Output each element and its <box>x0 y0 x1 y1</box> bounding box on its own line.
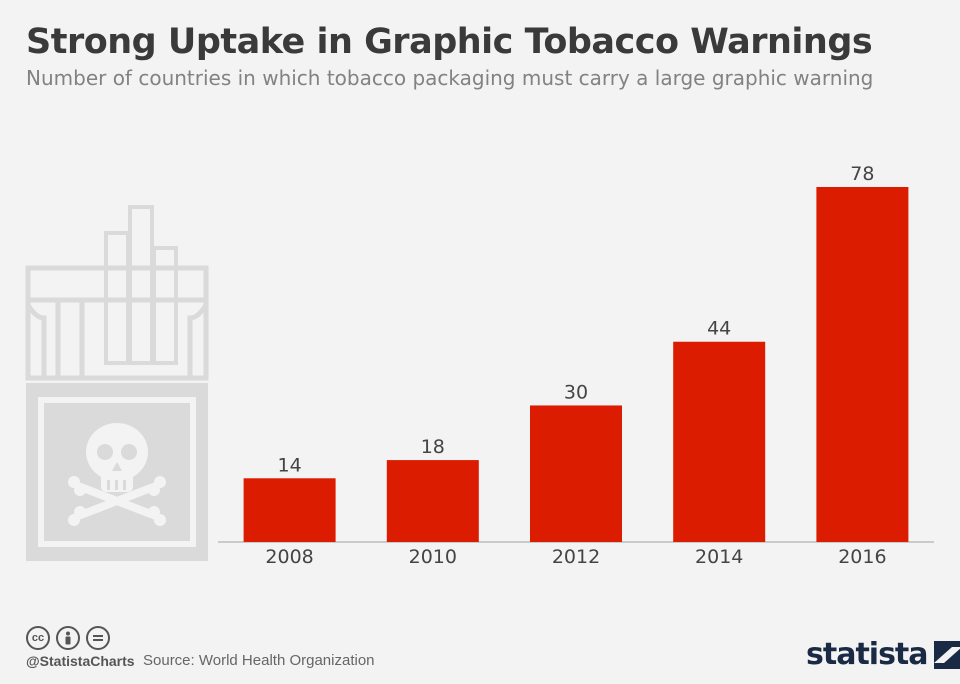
bar-2016 <box>816 187 909 542</box>
license-icons: cc <box>26 626 110 650</box>
source-note: Source: World Health Organization <box>143 652 375 669</box>
x-tick-label-2010: 2010 <box>409 546 457 568</box>
data-label-2016: 78 <box>850 163 874 185</box>
bar-2014 <box>673 341 766 542</box>
cc-icon: cc <box>26 626 50 650</box>
brand-name: statista <box>806 637 929 672</box>
cigarette-pack-with-skull-icon <box>25 205 209 561</box>
x-tick-label-2016: 2016 <box>838 546 886 568</box>
chart-subtitle: Number of countries in which tobacco pac… <box>26 66 874 90</box>
statista-logo[interactable]: statista <box>806 637 960 672</box>
statista-handle[interactable]: @StatistaCharts <box>26 653 135 669</box>
chart-title: Strong Uptake in Graphic Tobacco Warning… <box>26 22 873 62</box>
bar-2012 <box>530 405 622 542</box>
data-label-2014: 44 <box>707 318 731 340</box>
bar-2008 <box>243 478 336 542</box>
x-tick-label-2014: 2014 <box>695 546 743 568</box>
x-tick-label-2008: 2008 <box>265 546 313 568</box>
bar-2010 <box>386 460 479 542</box>
attribution-icon <box>56 626 80 650</box>
statista-logo-icon <box>933 640 960 669</box>
data-label-2010: 18 <box>421 436 445 458</box>
x-tick-label-2012: 2012 <box>552 546 600 568</box>
data-label-2012: 30 <box>564 381 588 403</box>
data-label-2008: 14 <box>278 454 302 476</box>
no-derivatives-icon <box>86 626 110 650</box>
